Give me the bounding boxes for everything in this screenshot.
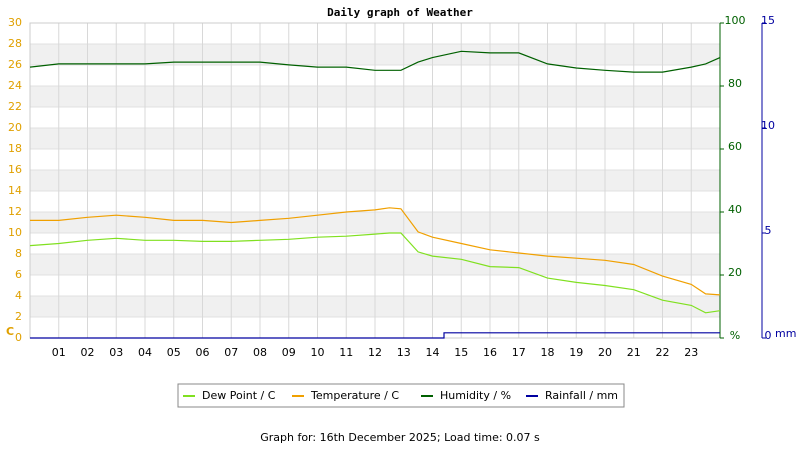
x-tick-label: 14 — [426, 346, 440, 359]
x-tick-label: 23 — [684, 346, 698, 359]
y3-tick-label: 5 — [765, 224, 772, 237]
chart-title: Daily graph of Weather — [327, 6, 473, 19]
x-tick-label: 09 — [282, 346, 296, 359]
series-line — [30, 207, 721, 296]
y-tick-label: 30 — [8, 16, 22, 29]
legend-label: Temperature / C — [310, 389, 399, 402]
legend-label: Dew Point / C — [202, 389, 276, 402]
x-tick-label: 17 — [512, 346, 526, 359]
x-tick-label: 10 — [311, 346, 325, 359]
y-tick-label: 6 — [15, 268, 22, 281]
y-tick-label: 0 — [15, 331, 22, 344]
y-tick-label: 14 — [8, 184, 22, 197]
y3-tick-label: 0 — [765, 329, 772, 342]
x-tick-label: 08 — [253, 346, 267, 359]
x-tick-label: 02 — [81, 346, 95, 359]
series-line — [29, 50, 721, 73]
y3-tick-label: 15 — [761, 14, 775, 27]
x-tick-label: 06 — [196, 346, 210, 359]
x-tick-label: 11 — [339, 346, 353, 359]
footer: Graph for: 16th December 2025; Load time… — [260, 431, 540, 444]
y-tick-label: 8 — [15, 247, 22, 260]
y2-tick-label: 80 — [728, 77, 742, 90]
y-tick-label: 10 — [8, 226, 22, 239]
y-tick-label: 2 — [15, 310, 22, 323]
x-tick-label: 04 — [138, 346, 152, 359]
x-tick-label: 05 — [167, 346, 181, 359]
y-tick-label: 4 — [15, 289, 22, 302]
y-tick-label: 28 — [8, 37, 22, 50]
y2-tick-label: 20 — [728, 266, 742, 279]
x-tick-label: 01 — [52, 346, 66, 359]
y2-tick-label: 40 — [728, 203, 742, 216]
y2-tick-label: 60 — [728, 140, 742, 153]
x-tick-label: 22 — [656, 346, 670, 359]
x-tick-label: 15 — [454, 346, 468, 359]
x-tick-label: 18 — [541, 346, 555, 359]
y-tick-label: 20 — [8, 121, 22, 134]
x-tick-label: 07 — [224, 346, 238, 359]
y-tick-label: 22 — [8, 100, 22, 113]
y-tick-label: 26 — [8, 58, 22, 71]
y-tick-label: 24 — [8, 79, 22, 92]
x-tick-label: 13 — [397, 346, 411, 359]
legend-label: Humidity / % — [440, 389, 511, 402]
legend-box — [177, 383, 625, 408]
x-tick-label: 19 — [569, 346, 583, 359]
y2-tick-label: 100 — [725, 14, 746, 27]
y-unit: C — [6, 325, 14, 338]
series-line — [30, 332, 720, 339]
y3-tick-label: 10 — [761, 119, 775, 132]
x-tick-label: 12 — [368, 346, 382, 359]
y-tick-label: 18 — [8, 142, 22, 155]
legend-label: Rainfall / mm — [545, 389, 618, 402]
series-line — [29, 232, 721, 314]
x-tick-label: 20 — [598, 346, 612, 359]
y3-unit: mm — [775, 327, 796, 340]
y-tick-label: 16 — [8, 163, 22, 176]
y2-tick-label: % — [730, 329, 740, 342]
x-tick-label: 21 — [627, 346, 641, 359]
x-tick-label: 16 — [483, 346, 497, 359]
x-tick-label: 03 — [109, 346, 123, 359]
y-tick-label: 12 — [8, 205, 22, 218]
